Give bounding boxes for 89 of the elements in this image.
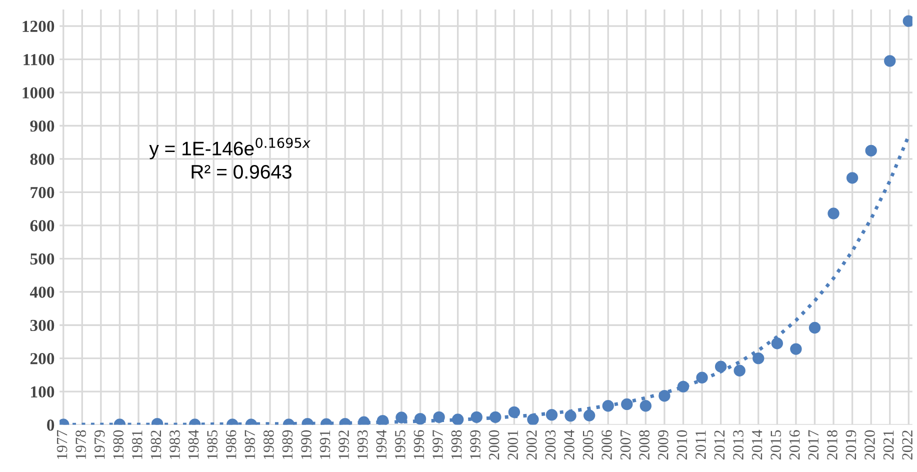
x-tick-label: 1983 (170, 430, 180, 459)
x-tick-label: 2013 (733, 430, 744, 460)
point (583, 410, 596, 422)
x-tick-label: 2008 (639, 430, 650, 460)
x-tick-label: 1995 (395, 430, 406, 459)
x-tick-label: 1999 (470, 430, 480, 459)
y-tick-label: 600 (30, 220, 54, 232)
point (621, 398, 633, 410)
x-tick-label: 1982 (150, 430, 162, 459)
x-tick-label: 2003 (545, 430, 556, 460)
x-tick-label: 2014 (752, 430, 762, 460)
x-tick-label: 1986 (226, 430, 236, 459)
x-tick-label: 2017 (808, 430, 819, 460)
x-tick-label: 2011 (696, 430, 706, 459)
annotation: R² = 0.9643 (192, 164, 292, 179)
y-tick-label: 800 (30, 154, 54, 165)
x-tick-label: 2022 (902, 430, 912, 460)
x-tick-label: 1987 (244, 430, 256, 459)
point (714, 360, 727, 372)
point (414, 412, 426, 425)
x-tick-label: 2001 (508, 430, 518, 460)
point (808, 322, 821, 334)
x-tick-label: 1981 (132, 430, 142, 459)
point (884, 55, 896, 67)
x-tick-label: 1988 (264, 430, 274, 459)
point (433, 411, 445, 423)
point (602, 400, 614, 412)
x-tick-label: 2020 (864, 430, 875, 460)
x-tick-label: 1990 (301, 430, 312, 459)
x-tick-label: 2005 (582, 430, 594, 460)
point (640, 400, 652, 412)
x-tick-label: 2018 (827, 430, 838, 460)
point (376, 414, 389, 425)
point (470, 411, 482, 423)
y-tick-label: 1200 (22, 20, 54, 32)
y-tick-label: 900 (30, 120, 54, 132)
x-tick-label: 2016 (789, 430, 800, 460)
point (396, 412, 408, 424)
x-tick-label: 1984 (188, 430, 199, 459)
point (696, 372, 708, 384)
point (452, 414, 464, 425)
point (846, 172, 858, 184)
x-tick-label: 2006 (602, 430, 612, 460)
point (658, 390, 670, 402)
x-tick-label: 2000 (488, 430, 500, 460)
x-tick-label: 2021 (883, 430, 894, 460)
x-tick-label: 1996 (414, 430, 424, 459)
x-tick-label: 1977 (56, 430, 68, 459)
point (564, 410, 576, 422)
x-tick-label: 1997 (432, 430, 443, 459)
y-tick-label: 100 (31, 386, 54, 398)
x-tick-label: 2004 (564, 430, 574, 460)
x-tick-label: 2019 (846, 430, 856, 460)
x-tick-label: 1989 (282, 430, 293, 459)
x-tick-label: 2009 (658, 430, 668, 460)
y-tick-label: 500 (30, 253, 54, 265)
point (527, 414, 539, 425)
x-tick-label: 2015 (770, 430, 781, 460)
y-tick-label: 200 (30, 353, 54, 364)
annotation: y = 1E-146e$^{0.1695x}$ (149, 138, 311, 160)
point (546, 408, 558, 421)
y-tick-label: 700 (30, 186, 54, 198)
x-tick-label: 2007 (620, 430, 631, 460)
x-tick-label: 1985 (207, 430, 218, 459)
point (677, 380, 690, 392)
point (865, 144, 877, 157)
y-tick-label: 400 (30, 286, 54, 298)
x-tick-label: 1978 (76, 430, 86, 459)
point (752, 352, 764, 364)
x-tick-label: 1993 (357, 430, 368, 459)
y-tick-label: 0 (47, 420, 54, 431)
x-tick-label: 1992 (338, 430, 349, 459)
point (490, 411, 502, 423)
y-tick-label: 1100 (24, 54, 54, 66)
x-tick-label: 2002 (526, 430, 537, 460)
point (508, 406, 520, 418)
point (790, 343, 802, 355)
x-tick-label: 1998 (451, 430, 462, 459)
point (771, 338, 784, 350)
x-tick-label: 1991 (320, 430, 330, 459)
point (828, 208, 840, 220)
x-tick-label: 1979 (94, 430, 105, 459)
x-tick-label: 2010 (676, 430, 688, 460)
x-tick-label: 1980 (113, 430, 124, 459)
y-tick-label: 300 (30, 320, 54, 332)
point (734, 364, 746, 376)
y-tick-label: 1000 (22, 87, 54, 98)
x-tick-label: 2012 (714, 430, 725, 460)
x-tick-label: 1994 (376, 430, 387, 459)
